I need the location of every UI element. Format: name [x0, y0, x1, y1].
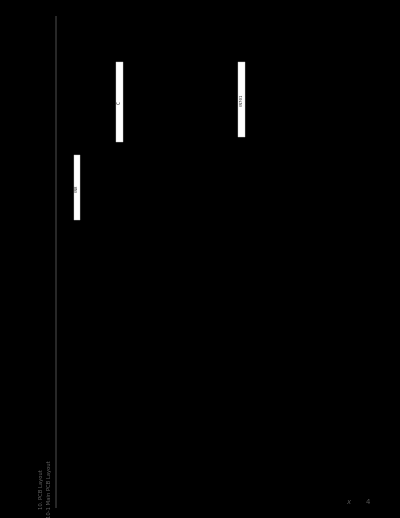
Bar	[238, 62, 245, 137]
Text: x: x	[346, 499, 350, 506]
Text: C: C	[117, 101, 122, 104]
Text: 4: 4	[366, 499, 370, 506]
Text: 10-1 Main PCB Layout: 10-1 Main PCB Layout	[48, 461, 52, 518]
Bar	[74, 155, 80, 220]
Bar	[116, 62, 123, 142]
Text: CN701: CN701	[240, 93, 244, 106]
Text: 10. PCB Layout: 10. PCB Layout	[40, 470, 44, 509]
Text: CN8: CN8	[75, 184, 79, 192]
